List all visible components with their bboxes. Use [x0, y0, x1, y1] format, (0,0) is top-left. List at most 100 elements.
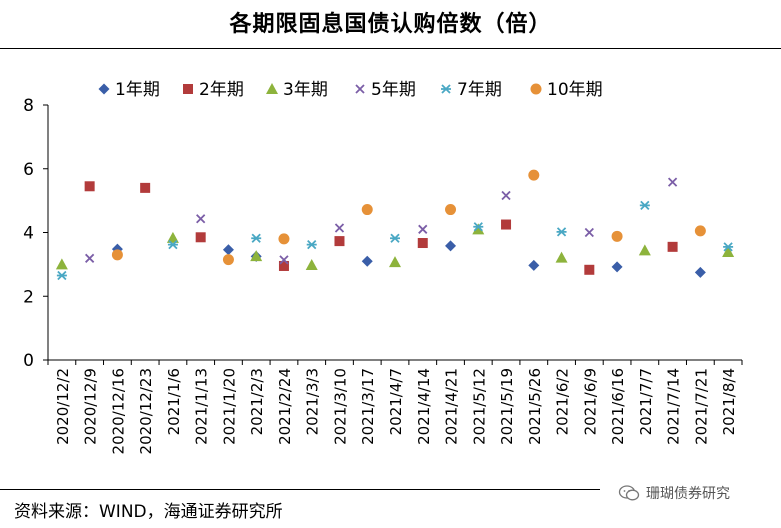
data-point [694, 266, 706, 278]
series-1年期 [111, 240, 706, 278]
legend-marker [266, 83, 278, 94]
x-tick-label: 2021/3/10 [331, 368, 349, 445]
watermark: 珊瑚债券研究 [618, 483, 730, 503]
legend-marker [441, 84, 451, 94]
legend-item: 1年期 [98, 80, 160, 100]
legend-item: 7年期 [441, 80, 502, 100]
data-point [555, 251, 568, 263]
legend-marker [98, 83, 110, 95]
x-tick-label: 2021/7/21 [692, 368, 710, 445]
data-point [390, 233, 400, 243]
x-tick-label: 2021/8/4 [720, 368, 738, 435]
legend-label: 3年期 [283, 80, 328, 100]
data-point [417, 238, 428, 249]
data-point [361, 204, 373, 216]
data-point [445, 240, 457, 252]
legend-item: 10年期 [530, 80, 603, 100]
x-tick-label: 2021/5/12 [470, 368, 488, 445]
data-point [445, 204, 457, 216]
data-point [306, 239, 317, 250]
x-tick-label: 2021/7/7 [637, 368, 655, 435]
series-2年期 [84, 181, 678, 275]
data-point [55, 258, 68, 270]
data-point [111, 249, 123, 261]
x-tick-label: 2021/5/26 [526, 368, 544, 445]
data-point [166, 231, 179, 243]
data-point [250, 250, 263, 262]
series-5年期 [85, 177, 678, 265]
series-7年期 [56, 200, 734, 281]
legend-item: 2年期 [183, 80, 244, 100]
data-point [222, 254, 234, 266]
legend-label: 1年期 [115, 80, 160, 100]
data-point [278, 233, 290, 245]
data-point [85, 253, 95, 263]
series-10年期 [111, 169, 706, 266]
data-point [305, 259, 318, 271]
y-tick-label: 4 [23, 224, 34, 244]
data-point [472, 223, 485, 235]
source-note: 资料来源：WIND，海通证券研究所 [14, 502, 283, 522]
data-point [334, 223, 345, 233]
legend-label: 7年期 [457, 80, 502, 100]
x-tick-label: 2021/2/24 [276, 368, 294, 445]
legend-label: 10年期 [547, 80, 603, 100]
x-tick-label: 2021/1/6 [165, 368, 183, 435]
x-tick-label: 2021/5/19 [498, 368, 516, 445]
x-tick-label: 2021/7/14 [665, 368, 683, 445]
data-point [584, 227, 594, 238]
data-point [167, 239, 178, 250]
x-tick-label: 2021/4/7 [387, 368, 405, 435]
data-point [84, 181, 95, 192]
x-tick-label: 2021/3/17 [359, 368, 377, 445]
data-point [611, 261, 623, 273]
data-point [279, 255, 289, 265]
data-point [556, 227, 567, 237]
y-tick-label: 8 [23, 96, 34, 116]
source-divider [0, 489, 600, 490]
data-point [694, 225, 706, 237]
x-tick-label: 2021/6/2 [554, 368, 572, 435]
data-point [611, 230, 623, 242]
x-tick-label: 2020/12/9 [82, 368, 100, 445]
data-point [195, 232, 206, 243]
series-3年期 [55, 223, 735, 271]
data-points [55, 169, 735, 281]
y-tick-label: 0 [23, 351, 34, 371]
legend-item: 3年期 [266, 80, 328, 100]
x-tick-label: 2021/6/9 [581, 368, 599, 435]
x-tick-label: 2020/12/23 [137, 368, 155, 454]
x-tick-label: 2021/2/3 [248, 368, 266, 435]
x-tick-label: 2020/12/16 [109, 368, 127, 454]
title-divider [0, 48, 781, 49]
data-point [584, 264, 595, 275]
data-point [501, 219, 512, 230]
data-point [667, 241, 678, 252]
data-point [278, 260, 289, 271]
data-point [667, 177, 678, 187]
data-point [722, 245, 735, 257]
legend-label: 5年期 [371, 80, 416, 100]
data-point [140, 182, 151, 193]
data-point [361, 255, 373, 267]
data-point [528, 169, 540, 181]
data-point [251, 233, 262, 243]
data-point [528, 259, 540, 271]
legend-marker [355, 84, 365, 94]
data-point [638, 244, 651, 256]
legend-marker [530, 83, 542, 95]
data-point [56, 270, 67, 281]
legend-label: 2年期 [199, 80, 244, 100]
data-point [473, 222, 484, 232]
y-tick-label: 6 [23, 160, 34, 180]
data-point [222, 244, 234, 256]
x-tick-label: 2021/4/21 [443, 368, 461, 445]
legend-item: 5年期 [355, 80, 416, 100]
legend-marker [183, 84, 193, 94]
data-point [639, 200, 650, 211]
data-point [196, 214, 206, 224]
chart-title: 各期限固息国债认购倍数（倍） [229, 12, 552, 37]
data-point [334, 236, 345, 247]
data-point [501, 190, 511, 201]
